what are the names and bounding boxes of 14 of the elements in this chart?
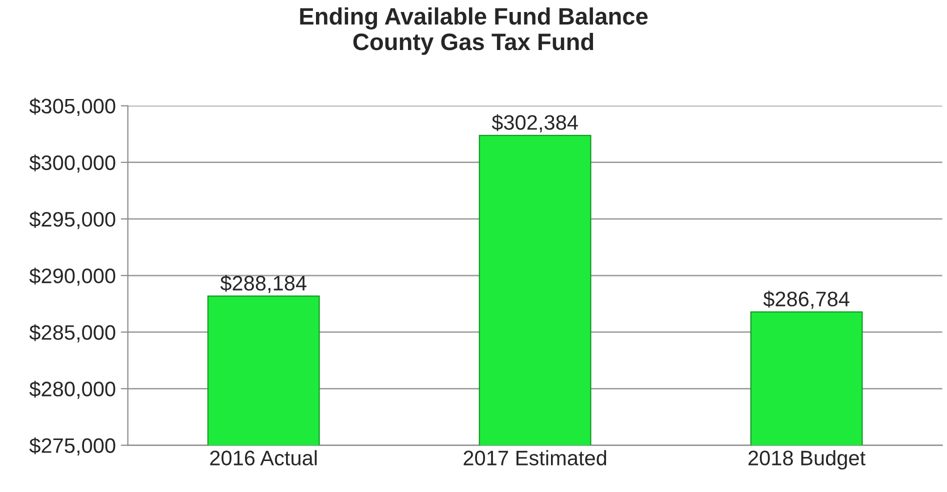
x-tick-label: 2016 Actual — [210, 450, 317, 466]
y-tick-label: $295,000 — [29, 211, 116, 230]
y-tick-label: $300,000 — [29, 154, 116, 173]
y-tick-label: $275,000 — [29, 437, 116, 456]
y-tick-label: $305,000 — [29, 98, 116, 116]
y-tick-label: $290,000 — [29, 268, 116, 286]
data-label: $288,184 — [220, 274, 306, 294]
data-label: $302,384 — [492, 114, 578, 132]
y-tick-label: $280,000 — [29, 380, 116, 399]
y-tick-label: $285,000 — [29, 324, 116, 342]
chart-title: Ending Available Fund Balance County Gas Tax Fund — [300, 7, 648, 55]
x-tick-label: 2017 Estimated — [464, 450, 606, 466]
data-label: $286,784 — [763, 290, 850, 309]
x-tick-label: 2018 Budget — [748, 450, 866, 470]
